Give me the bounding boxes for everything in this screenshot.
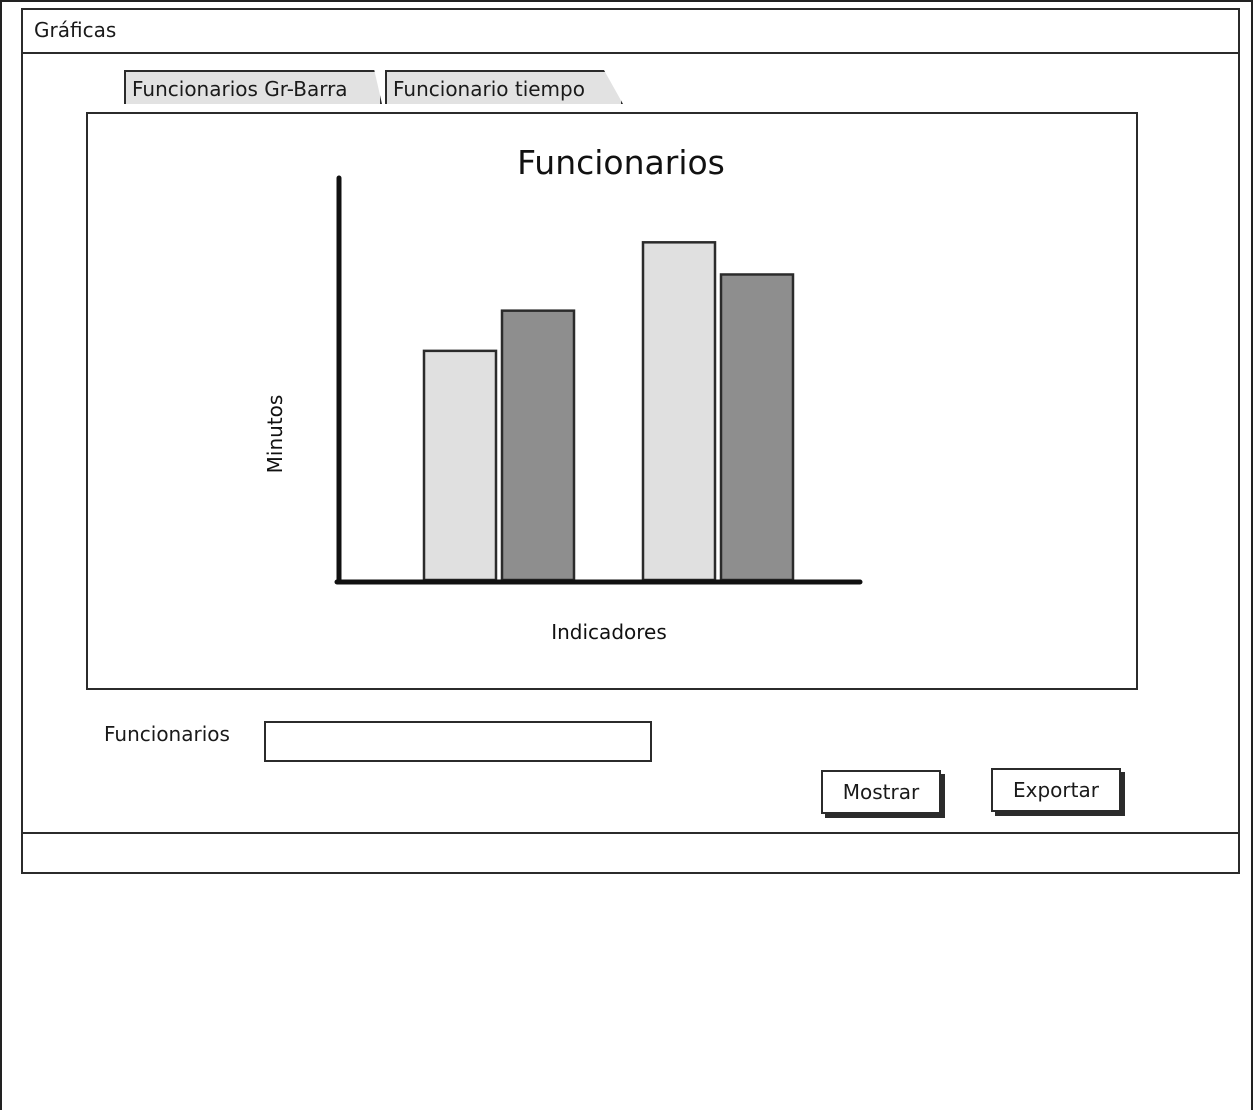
mostrar-button[interactable]: Mostrar	[821, 770, 941, 814]
bar-series2-cat2	[719, 273, 795, 582]
chart-panel: Funcionarios Minutos Indicadores	[86, 112, 1138, 690]
app-window: Gráficas Funcionarios Gr-Barra Funcionar…	[21, 8, 1240, 874]
exportar-button[interactable]: Exportar	[991, 768, 1121, 812]
bar-group	[422, 241, 795, 582]
funcionarios-label: Funcionarios	[104, 722, 230, 746]
bar-series2-cat1	[500, 309, 576, 582]
y-axis-label: Minutos	[263, 395, 287, 474]
title-bar: Gráficas	[23, 10, 1238, 54]
funcionarios-input[interactable]	[264, 721, 652, 762]
tab-funcionario-tiempo[interactable]: Funcionario tiempo	[385, 70, 623, 104]
bar-series1-cat1	[422, 349, 498, 582]
window-title: Gráficas	[34, 18, 117, 42]
bar-chart: Funcionarios Minutos Indicadores	[263, 143, 863, 644]
chart-title: Funcionarios	[517, 143, 725, 182]
status-bar	[23, 832, 1238, 872]
bar-series1-cat2	[641, 241, 717, 582]
x-axis-label: Indicadores	[551, 620, 667, 644]
tab-funcionarios-gr-barra[interactable]: Funcionarios Gr-Barra	[124, 70, 382, 104]
